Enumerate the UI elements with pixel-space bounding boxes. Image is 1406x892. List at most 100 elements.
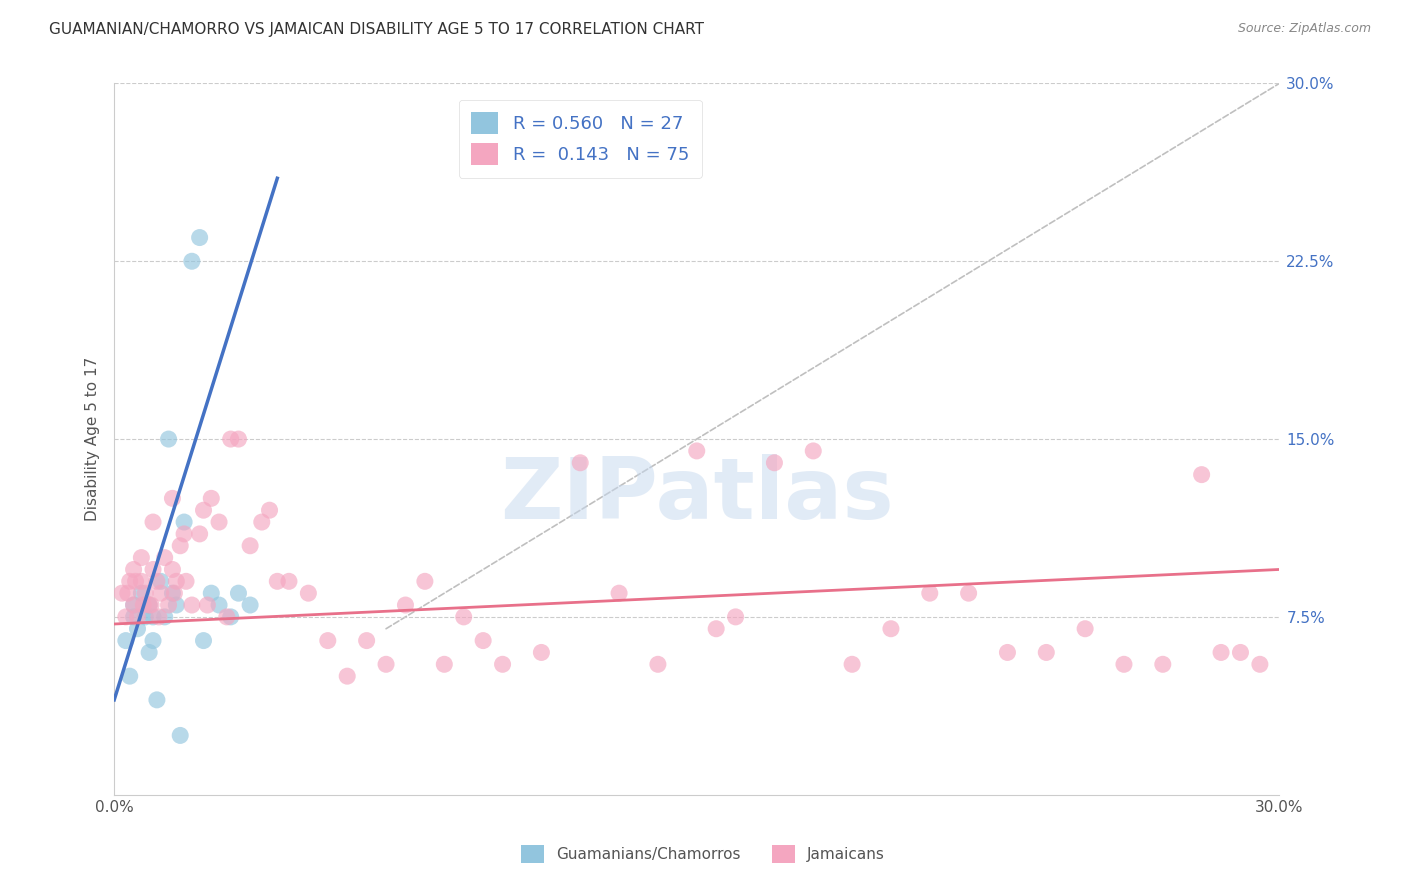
Point (138, 598, 160, 612)
Point (142, 562, 165, 576)
Point (173, 527, 195, 541)
Point (132, 598, 155, 612)
Point (134, 610, 156, 624)
Point (149, 574, 172, 589)
Point (131, 574, 153, 589)
Point (801, 444, 824, 458)
Point (413, 574, 436, 589)
Point (169, 728, 191, 742)
Point (193, 633, 215, 648)
Point (1152, 657, 1174, 672)
Point (162, 586, 184, 600)
Point (188, 527, 211, 541)
Point (148, 610, 170, 624)
Point (278, 574, 301, 589)
Point (115, 633, 138, 648)
Point (219, 432, 242, 446)
Point (124, 574, 146, 589)
Point (239, 539, 262, 553)
Point (1074, 622, 1097, 636)
Point (219, 610, 242, 624)
Point (122, 562, 145, 576)
Point (149, 586, 172, 600)
Point (763, 456, 786, 470)
Point (165, 574, 187, 589)
Point (1112, 657, 1135, 672)
Point (491, 657, 513, 672)
Point (356, 633, 378, 648)
Point (259, 503, 281, 517)
Point (453, 610, 475, 624)
Point (180, 598, 202, 612)
Point (1249, 657, 1271, 672)
Point (569, 456, 592, 470)
Point (138, 645, 160, 659)
Point (997, 645, 1019, 659)
Point (607, 586, 630, 600)
Point (127, 622, 149, 636)
Point (142, 515, 165, 529)
Point (127, 610, 149, 624)
Point (647, 657, 669, 672)
Text: Source: ZipAtlas.com: Source: ZipAtlas.com (1237, 22, 1371, 36)
Point (162, 562, 184, 576)
Point (162, 491, 184, 506)
Point (142, 633, 165, 648)
Point (215, 610, 238, 624)
Point (131, 586, 153, 600)
Point (472, 633, 495, 648)
Point (122, 598, 145, 612)
Point (208, 515, 231, 529)
Point (153, 550, 176, 565)
Point (1209, 645, 1232, 659)
Legend: Guamanians/Chamorros, Jamaicans: Guamanians/Chamorros, Jamaicans (509, 832, 897, 875)
Text: ZIPatlas: ZIPatlas (501, 454, 894, 538)
Point (163, 586, 186, 600)
Point (228, 586, 250, 600)
Point (266, 574, 288, 589)
Legend: R = 0.560   N = 27, R =  0.143   N = 75: R = 0.560 N = 27, R = 0.143 N = 75 (458, 100, 702, 178)
Point (316, 633, 339, 648)
Point (117, 586, 139, 600)
Point (530, 645, 553, 659)
Point (169, 539, 191, 553)
Point (118, 574, 141, 589)
Point (139, 598, 162, 612)
Point (918, 586, 941, 600)
Point (724, 610, 747, 624)
Point (142, 610, 165, 624)
Point (174, 574, 197, 589)
Point (336, 669, 359, 683)
Point (297, 586, 319, 600)
Point (173, 515, 195, 529)
Point (122, 598, 145, 612)
Point (880, 622, 903, 636)
Point (208, 598, 231, 612)
Point (375, 657, 398, 672)
Point (197, 598, 219, 612)
Point (1191, 467, 1213, 482)
Point (118, 669, 141, 683)
Point (200, 491, 222, 506)
Point (180, 254, 202, 268)
Y-axis label: Disability Age 5 to 17: Disability Age 5 to 17 (86, 357, 100, 521)
Point (686, 444, 709, 458)
Point (250, 515, 273, 529)
Point (228, 432, 250, 446)
Point (193, 503, 215, 517)
Point (188, 230, 211, 244)
Point (704, 622, 727, 636)
Point (200, 586, 222, 600)
Point (111, 586, 134, 600)
Point (1229, 645, 1251, 659)
Point (157, 432, 180, 446)
Point (146, 574, 169, 589)
Point (957, 586, 980, 600)
Point (394, 598, 416, 612)
Point (146, 693, 169, 707)
Point (239, 598, 262, 612)
Text: GUAMANIAN/CHAMORRO VS JAMAICAN DISABILITY AGE 5 TO 17 CORRELATION CHART: GUAMANIAN/CHAMORRO VS JAMAICAN DISABILIT… (49, 22, 704, 37)
Point (153, 610, 176, 624)
Point (138, 598, 160, 612)
Point (115, 610, 138, 624)
